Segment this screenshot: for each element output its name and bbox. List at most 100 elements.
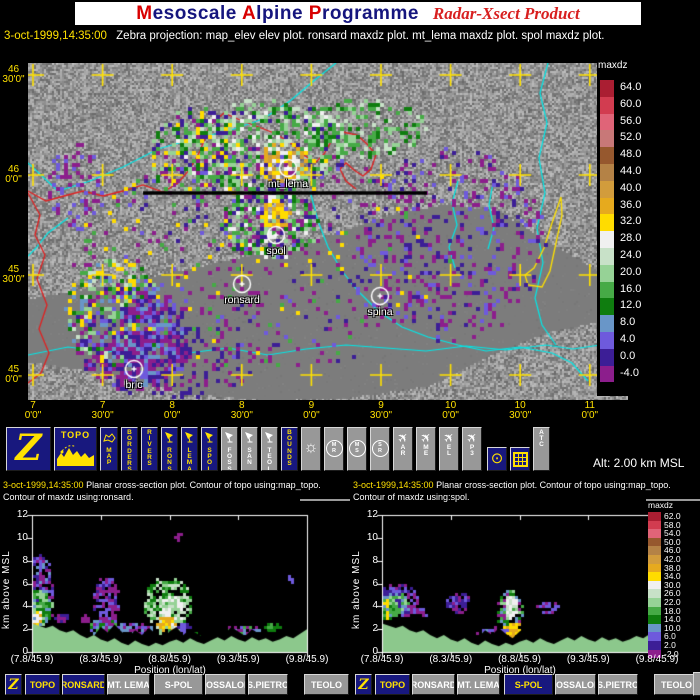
y-tick-label: 0 <box>22 646 28 657</box>
panel-button-fossalon[interactable]: FOSSALON <box>555 674 596 695</box>
xsect-colorbar-value: 42.0 <box>664 554 681 564</box>
panel-header-text: Planar cross-section plot. Contour of to… <box>436 480 671 490</box>
map-lat-label: 45 30'0" <box>2 264 25 285</box>
xsect-colorbar-value: 62.0 <box>664 511 681 521</box>
main-toolbar: Z TOPO M A P B O R D E R S R I V E R S R O N S L E M A S P O L F O S S S A N… <box>0 424 700 472</box>
scroll-nub[interactable] <box>693 672 700 696</box>
colorbar-swatch <box>600 281 614 299</box>
toolbar-button-grid[interactable] <box>510 447 530 471</box>
x-tick-label: (9.3/45.9) <box>566 654 610 665</box>
colorbar-swatch <box>600 113 614 131</box>
y-tick-label: 2 <box>22 623 28 635</box>
xsect-canvas-ronsard[interactable] <box>24 509 316 663</box>
toolbar-button-z[interactable]: Z <box>6 427 51 471</box>
topo-icon <box>57 442 94 470</box>
map-lon-label: 10 30'0" <box>509 400 532 421</box>
toolbar-button-me[interactable]: ✈ M E <box>416 427 436 471</box>
panel-button-s-pol[interactable]: S-POL <box>504 674 553 695</box>
aircraft-icon: ✈ <box>462 428 481 447</box>
toolbar-button-circle-dot[interactable]: ⊙ <box>487 447 507 471</box>
panel-button-z[interactable]: Z <box>5 674 22 695</box>
toolbar-button-teolo[interactable]: TEOLO <box>261 427 278 471</box>
xsect-colorbar-value: 38.0 <box>664 562 681 573</box>
toolbar-button-el[interactable]: ✈ E L <box>439 427 459 471</box>
panel-timestamp: 3-oct-1999,14:35:00 <box>353 480 434 490</box>
colorbar-swatch <box>600 130 614 148</box>
panel-button-topo[interactable]: TOPO <box>25 674 60 695</box>
y-tick-label: 2 <box>372 623 378 635</box>
colorbar-swatch <box>600 197 614 215</box>
page-subtitle: Radar-Xsect Product <box>432 3 580 23</box>
panel-button-s-pietro[interactable]: S.PIETRO <box>598 674 638 695</box>
xsect-colorbar-value: 10.0 <box>664 622 681 633</box>
xsect-colorbar-swatch <box>648 529 661 538</box>
colorbar-swatch <box>600 264 614 282</box>
colorbar-value: 12.0 <box>620 299 642 312</box>
xsect-colorbar-value: 34.0 <box>664 571 681 582</box>
toolbar-button-scan[interactable]: ☼ <box>301 427 321 471</box>
panel-button-mt-lema[interactable]: MT. LEMA <box>107 674 150 695</box>
panel-button-mt-lema[interactable]: MT. LEMA <box>457 674 500 695</box>
status-timestamp: 3-oct-1999,14:35:00 <box>4 30 107 42</box>
xsect-colorbar-value: 58.0 <box>664 519 681 530</box>
panel-button-fossalon[interactable]: FOSSALON <box>205 674 246 695</box>
panel-button-z[interactable]: Z <box>355 674 372 695</box>
map-lon-label: 9 0'0" <box>303 400 320 421</box>
radar-dish-icon <box>164 430 175 448</box>
panel-button-ronsard[interactable]: RONSARD <box>62 674 105 695</box>
map-lon-label: 10 0'0" <box>442 400 459 421</box>
xsect-colorbar-value: 30.0 <box>664 579 681 590</box>
map-lon-label: 11 0'0" <box>581 400 599 421</box>
y-tick-label: 12 <box>16 509 28 520</box>
status-text: Zebra projection: map_elev elev plot. ro… <box>116 30 605 42</box>
title-initial: M <box>136 2 153 24</box>
xsect-colorbar-value: 26.0 <box>664 588 681 599</box>
colorbar-value: 56.0 <box>620 114 642 127</box>
toolbar-button-p3[interactable]: ✈ P 3 <box>462 427 482 471</box>
colorbar-swatch <box>600 231 614 248</box>
xsect-colorbar-swatch <box>648 641 661 650</box>
panel-button-s-pol[interactable]: S-POL <box>154 674 203 695</box>
map-canvas[interactable] <box>28 63 628 400</box>
xsect-colorbar-value: 50.0 <box>664 536 681 547</box>
xsect-canvas-spol[interactable] <box>374 509 666 663</box>
panel-timestamp: 3-oct-1999,14:35:00 <box>3 480 84 490</box>
x-axis-title: Position (lon/lat) <box>134 665 206 676</box>
toolbar-button-ar[interactable]: ✈ A R <box>393 427 413 471</box>
xsect-colorbar-value: 6.0 <box>664 631 676 642</box>
y-tick-label: 10 <box>366 531 378 543</box>
grid-icon <box>512 452 528 467</box>
map-icon <box>102 430 116 448</box>
colorbar-value: 16.0 <box>620 282 642 295</box>
toolbar-button-san-p[interactable]: SAN.P <box>241 427 258 471</box>
colorbar-swatch <box>600 80 614 97</box>
radar-site-label-ronsard: ronsard <box>224 294 260 306</box>
panel-button-topo[interactable]: TOPO <box>375 674 410 695</box>
panel-button-ronsard[interactable]: RONSARD <box>412 674 455 695</box>
xsect-colorbar: maxdz 62.0 58.0 54.0 50.0 46.0 42.0 38.0 34.0 30… <box>648 500 700 670</box>
panel-button-s-pietro[interactable]: S.PIETRO <box>248 674 288 695</box>
toolbar-button-topo[interactable]: TOPO <box>54 427 97 471</box>
panel-button-teolo[interactable]: TEOLO <box>304 674 349 695</box>
xsect-colorbar-value: 54.0 <box>664 528 681 539</box>
colorbar-swatch <box>600 180 614 198</box>
panel-separator <box>646 499 700 501</box>
xsect-colorbar-swatch <box>648 555 661 564</box>
xsect-colorbar-value: 22.0 <box>664 597 681 607</box>
radar-site-label-spol: spol <box>266 245 286 257</box>
radar-site-label-spina: spina <box>367 306 393 318</box>
